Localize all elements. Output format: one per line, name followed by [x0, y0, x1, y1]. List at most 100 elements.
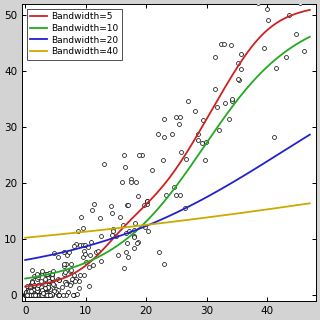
Point [32, 274, 37, 279]
Point [50, 293, 55, 298]
Point [144, 198, 149, 203]
Point [29, 293, 34, 298]
Point [48, 287, 53, 292]
Point [283, 54, 288, 59]
Point [110, 232, 115, 237]
Point [45, 284, 50, 290]
Point [261, 45, 267, 51]
Point [98, 215, 103, 220]
Point [114, 233, 119, 238]
Point [177, 115, 182, 120]
Point [55, 293, 60, 298]
Point [81, 254, 86, 259]
Point [73, 276, 78, 282]
Point [174, 193, 179, 198]
Point [36, 288, 41, 293]
Point [30, 293, 35, 298]
Point [297, 1, 302, 6]
Point [24, 293, 29, 298]
Point [160, 158, 165, 163]
Point [70, 292, 75, 298]
Point [56, 288, 61, 293]
Point [48, 275, 53, 280]
Point [126, 228, 131, 234]
Point [46, 282, 51, 287]
Point [38, 289, 43, 294]
Point [46, 293, 51, 298]
Point [36, 284, 41, 289]
Point [195, 131, 200, 136]
Point [124, 240, 130, 245]
Point [32, 293, 37, 298]
Point [122, 266, 127, 271]
Point [81, 243, 86, 248]
Point [62, 250, 67, 255]
Point [77, 272, 83, 277]
Point [24, 283, 29, 288]
Point [59, 284, 64, 289]
Point [171, 184, 176, 189]
Point [133, 221, 138, 226]
Point [50, 279, 55, 284]
Point [192, 109, 197, 114]
Point [39, 268, 44, 274]
Point [124, 250, 129, 255]
Point [45, 285, 50, 291]
Point [164, 193, 169, 198]
Point [144, 202, 149, 207]
Point [237, 77, 242, 82]
Point [157, 249, 162, 254]
Point [31, 281, 36, 286]
Point [123, 165, 128, 170]
Point [235, 60, 240, 65]
Point [31, 291, 36, 296]
Point [196, 138, 201, 143]
Point [50, 281, 55, 286]
Point [30, 279, 35, 284]
Point [51, 250, 56, 255]
Point [229, 96, 235, 101]
Point [221, 42, 227, 47]
Point [35, 272, 40, 277]
Point [274, 65, 279, 70]
Point [110, 210, 115, 215]
Point [222, 101, 228, 106]
Point [63, 280, 68, 285]
Point [39, 290, 44, 295]
Point [85, 244, 90, 249]
Point [34, 293, 39, 298]
Point [40, 288, 45, 293]
Point [39, 293, 44, 298]
Point [50, 271, 55, 276]
Point [63, 282, 68, 287]
Point [35, 274, 40, 279]
Point [173, 115, 178, 120]
Point [24, 289, 29, 294]
Point [200, 140, 205, 146]
Point [53, 286, 59, 291]
Point [26, 287, 31, 292]
Point [136, 240, 141, 245]
Point [73, 242, 78, 247]
Point [177, 192, 182, 197]
Point [203, 139, 208, 144]
Point [62, 269, 68, 275]
Point [42, 293, 47, 298]
Point [69, 281, 74, 286]
Point [202, 157, 207, 163]
Point [28, 284, 33, 289]
Point [27, 288, 32, 293]
Point [77, 285, 82, 290]
Point [145, 228, 150, 233]
Point [40, 270, 45, 275]
Point [120, 180, 125, 185]
Point [272, 134, 277, 139]
Point [51, 268, 56, 274]
Point [28, 293, 33, 298]
Point [56, 277, 61, 283]
Point [110, 227, 115, 232]
Point [125, 255, 130, 260]
Point [24, 289, 29, 294]
Point [116, 252, 121, 257]
Point [28, 293, 33, 298]
